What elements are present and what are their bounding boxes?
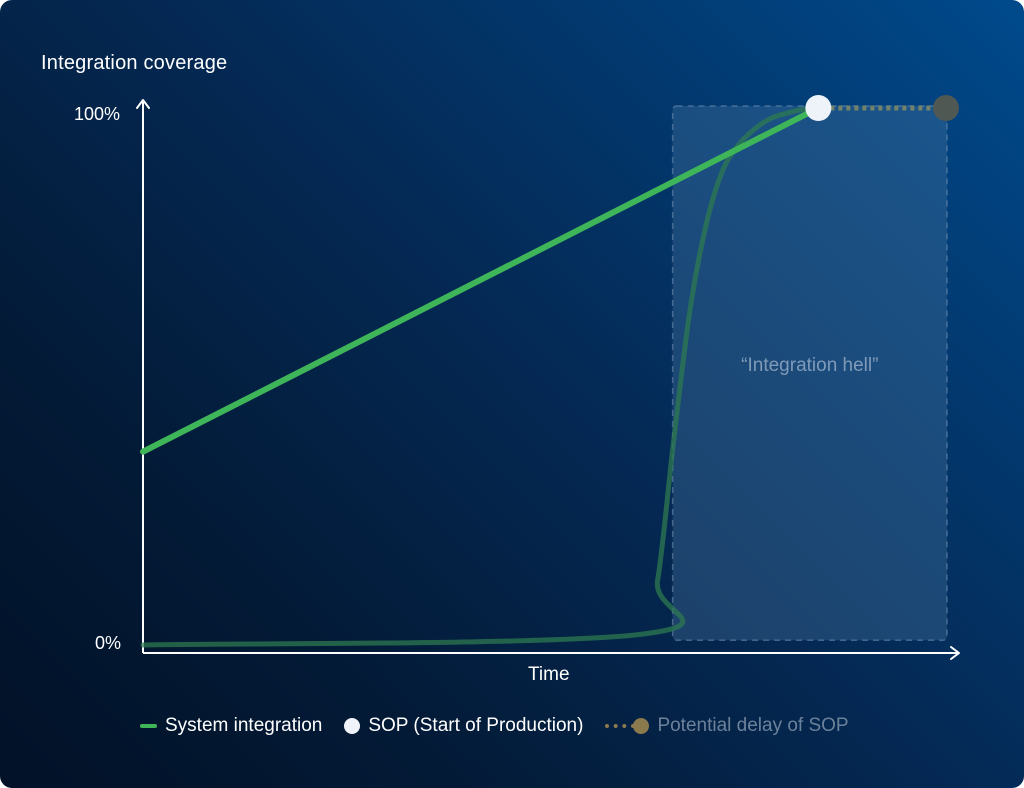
legend-dot-swatch bbox=[344, 718, 361, 734]
legend-item-system-integration: System integration bbox=[140, 715, 322, 737]
delay-sop-point bbox=[933, 95, 959, 121]
y-tick-label-100: 100% bbox=[74, 104, 121, 124]
legend-label: System integration bbox=[165, 715, 323, 736]
legend: System integration SOP (Start of Product… bbox=[140, 712, 871, 740]
sop-point bbox=[805, 95, 832, 121]
x-axis-arrow bbox=[950, 646, 960, 660]
legend-line-swatch bbox=[140, 724, 157, 728]
integration-curve-faded bbox=[140, 105, 821, 648]
legend-item-delay: Potential delay of SOP bbox=[605, 715, 849, 737]
y-axis-arrow bbox=[136, 99, 150, 109]
legend-delay-swatch bbox=[605, 718, 650, 734]
system-integration-line bbox=[140, 105, 822, 455]
legend-label: SOP (Start of Production) bbox=[368, 715, 584, 736]
integration-hell-label: “Integration hell” bbox=[741, 355, 878, 376]
x-axis-label: Time bbox=[528, 664, 570, 685]
y-tick-label-0: 0% bbox=[95, 633, 122, 653]
legend-item-sop: SOP (Start of Production) bbox=[344, 715, 583, 737]
chart-title: Integration coverage bbox=[41, 52, 228, 74]
legend-label: Potential delay of SOP bbox=[657, 715, 849, 736]
